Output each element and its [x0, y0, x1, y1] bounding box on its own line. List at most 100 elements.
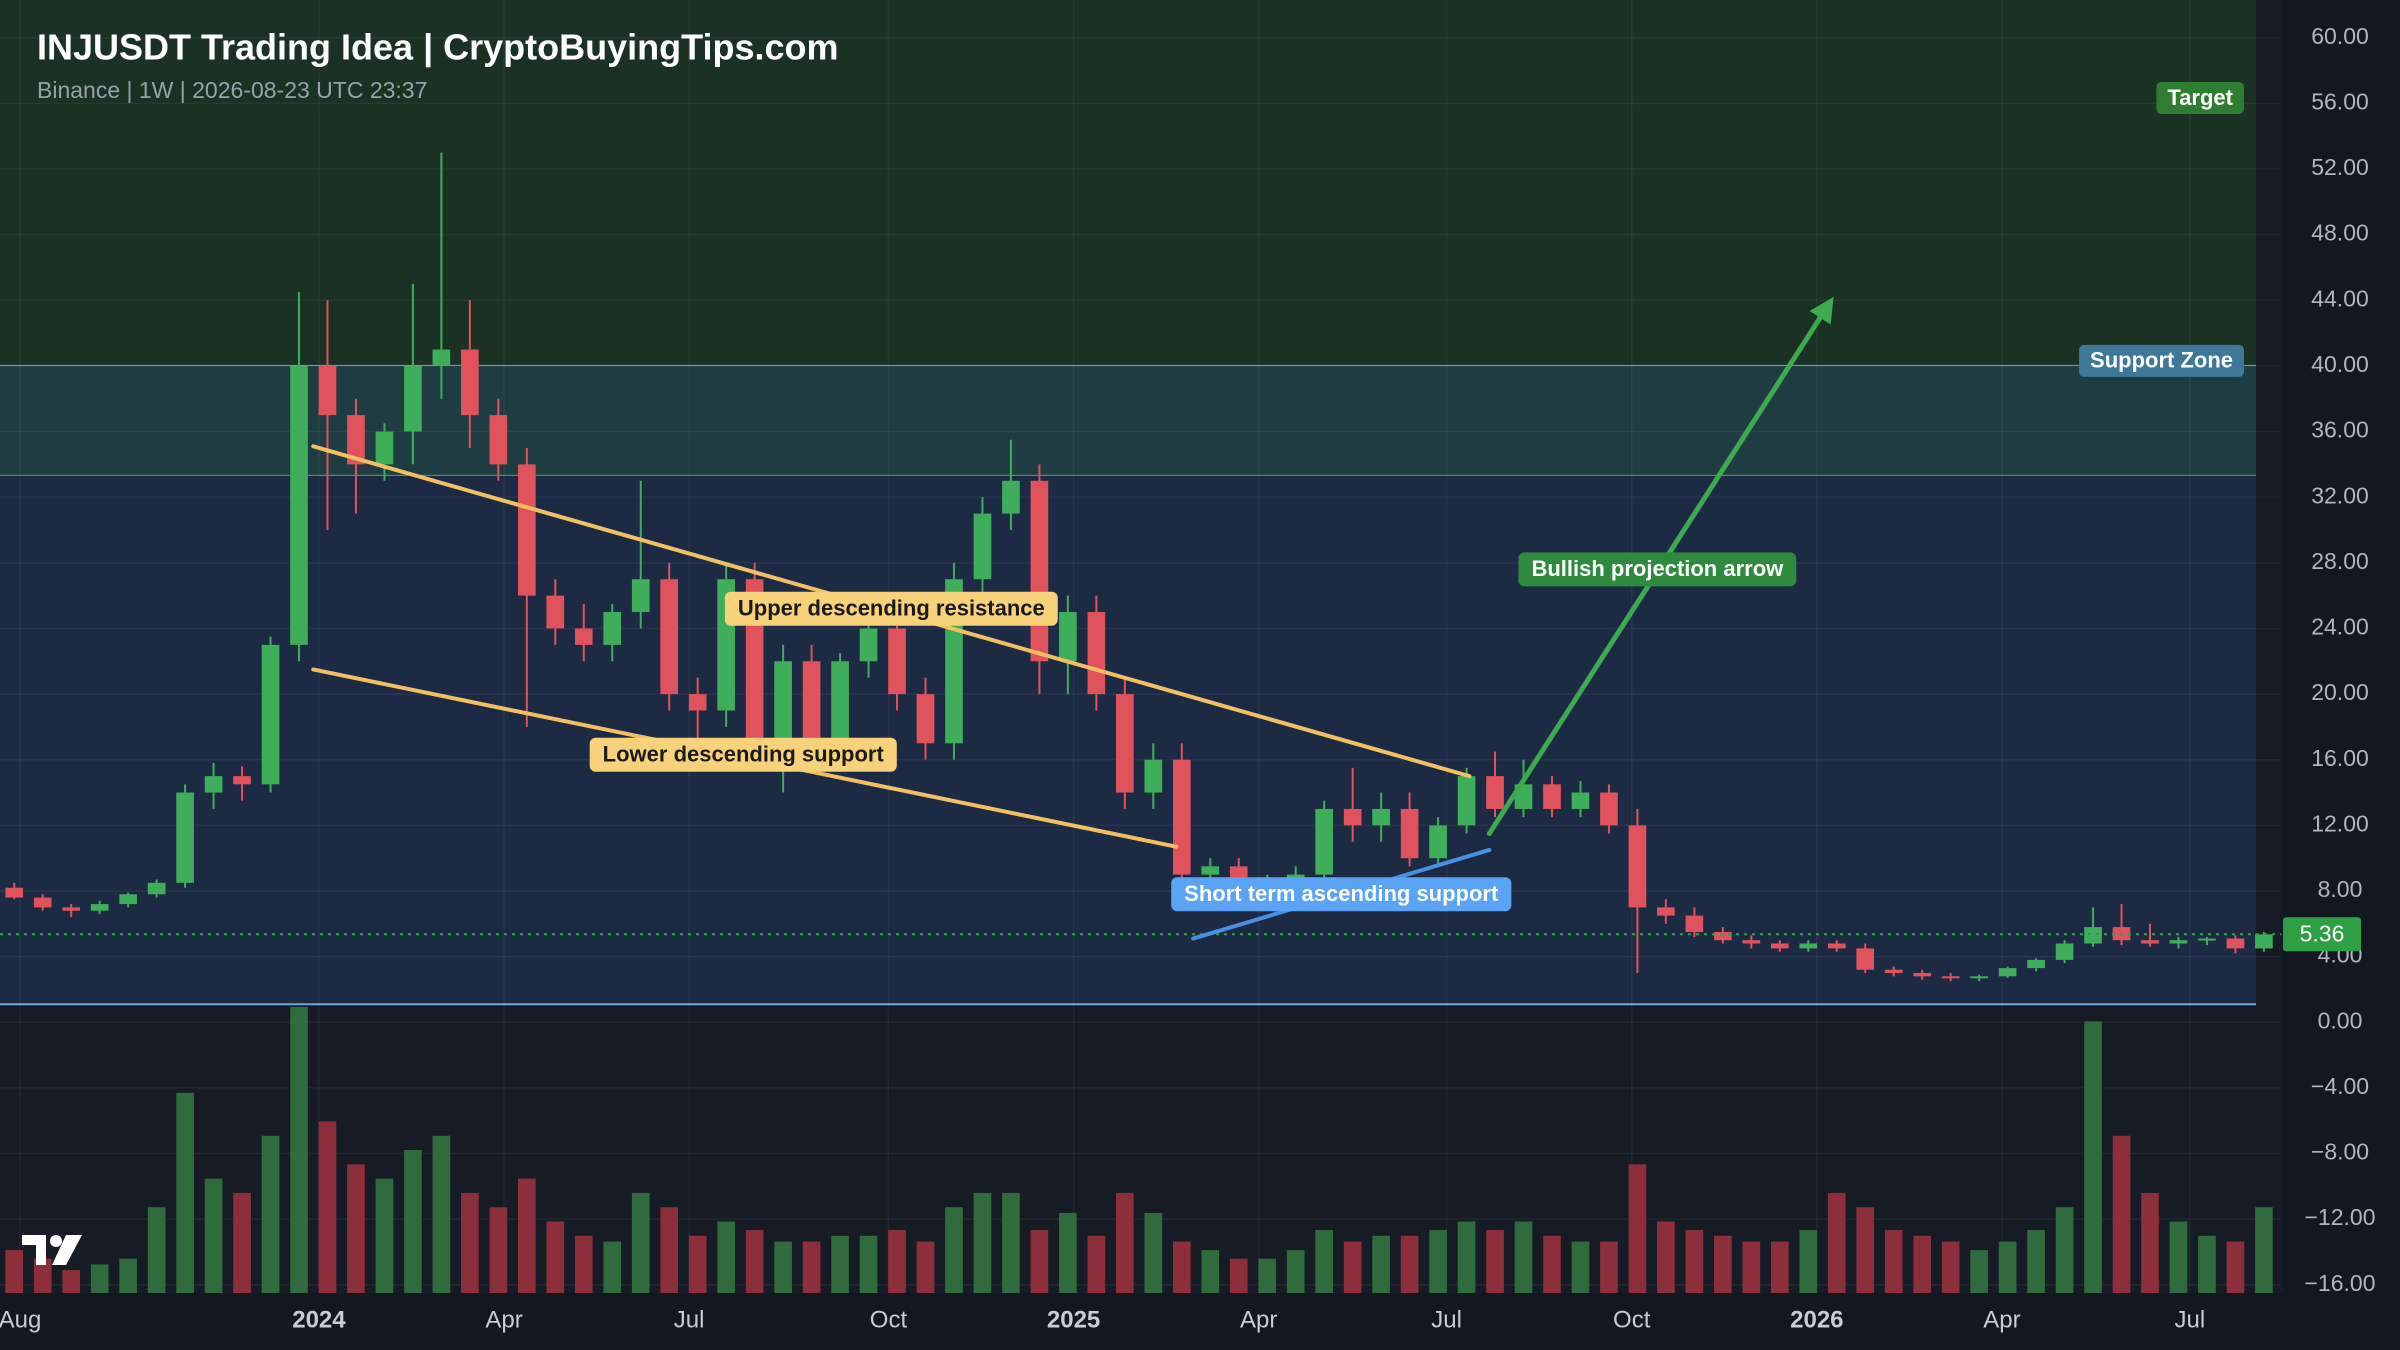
- volume-bar: [461, 1192, 479, 1293]
- volume-bar: [1600, 1241, 1618, 1293]
- candles: [0, 152, 2281, 982]
- x-tick-label: Apr: [1240, 1306, 1277, 1333]
- candle-body: [1372, 808, 1390, 826]
- candle-body: [1770, 943, 1789, 949]
- x-tick-label: Apr: [485, 1306, 522, 1333]
- volume-bar: [147, 1207, 166, 1293]
- volume-bar: [2169, 1221, 2188, 1293]
- candle-body: [2198, 938, 2216, 941]
- volume-bar: [1144, 1212, 1163, 1293]
- volume-bar: [1714, 1235, 1732, 1293]
- candle-body: [1827, 943, 1846, 949]
- candle-body: [204, 776, 223, 793]
- candle-body: [1059, 612, 1077, 662]
- y-tick-label: 32.00: [2311, 482, 2369, 508]
- annotation-label-box: [1518, 552, 1797, 587]
- volume-bar: [233, 1192, 251, 1293]
- volume-bar: [631, 1192, 650, 1293]
- tv-logo: [22, 1235, 82, 1265]
- x-tick-label: 2025: [1047, 1306, 1100, 1333]
- last-price-box: [2283, 917, 2361, 952]
- volume-bar: [1372, 1235, 1390, 1293]
- x-tick-label: Jul: [2175, 1306, 2206, 1333]
- annotation-label-box: [1171, 877, 1512, 912]
- candle-body: [888, 628, 906, 695]
- candle-body: [489, 415, 508, 465]
- candle-body: [1714, 932, 1732, 941]
- zones: [0, 0, 2256, 1006]
- candle-body: [2169, 940, 2188, 944]
- candle-body: [1941, 976, 1960, 979]
- candle-body: [1742, 940, 1761, 944]
- y-tick-label: −12.00: [2305, 1204, 2376, 1230]
- candle-body: [1172, 759, 1191, 875]
- volume-bar: [1286, 1250, 1305, 1293]
- candle-body: [1685, 915, 1704, 933]
- candle-body: [404, 365, 422, 432]
- volume-bar: [574, 1235, 593, 1293]
- y-tick-label: 20.00: [2311, 679, 2369, 705]
- candle-body: [1030, 480, 1049, 662]
- candle-body: [1315, 808, 1334, 875]
- volume-bar: [973, 1192, 992, 1293]
- candle-body: [1628, 825, 1647, 908]
- annotation-label-box: [724, 591, 1058, 626]
- volume-bar: [2084, 1021, 2102, 1293]
- volume-bar: [660, 1207, 679, 1293]
- y-tick-label: 0.00: [2318, 1007, 2363, 1033]
- candle-body: [461, 349, 479, 416]
- price-axis-panel: [2283, 0, 2400, 1350]
- candle-body: [546, 595, 565, 629]
- volume-bar: [1685, 1230, 1704, 1293]
- candle-body: [1543, 784, 1561, 809]
- volume-bar: [1799, 1230, 1818, 1293]
- y-tick-label: 52.00: [2311, 154, 2369, 180]
- zone-label: Target: [2167, 85, 2233, 110]
- volume-bar: [1087, 1235, 1106, 1293]
- candle-body: [1571, 792, 1590, 809]
- y-tick-label: 36.00: [2311, 417, 2369, 443]
- volume-bar: [603, 1241, 622, 1293]
- candle-body: [631, 579, 650, 613]
- zone-label-box: [2156, 82, 2244, 114]
- candle-body: [1457, 776, 1476, 826]
- volume-bar: [347, 1164, 365, 1293]
- candle-body: [33, 897, 52, 908]
- candle-body: [1856, 948, 1875, 970]
- candle-body: [688, 694, 707, 711]
- volume-bar: [2198, 1235, 2216, 1293]
- annotation-label: Upper descending resistance: [738, 596, 1045, 621]
- x-tick-label: Jul: [1431, 1306, 1462, 1333]
- volume-bar: [2027, 1230, 2045, 1293]
- volume: [5, 1007, 2273, 1293]
- candle-body: [5, 887, 24, 898]
- volume-bar: [2141, 1192, 2159, 1293]
- candle-body: [1144, 759, 1163, 793]
- candle-body: [1343, 808, 1362, 826]
- y-tick-label: −16.00: [2305, 1270, 2376, 1296]
- time-axis-panel: [0, 1293, 2400, 1350]
- volume-bar: [2112, 1135, 2131, 1293]
- volume-bar: [2226, 1241, 2245, 1293]
- y-tick-label: 12.00: [2311, 810, 2369, 836]
- volume-bar: [1343, 1241, 1362, 1293]
- y-tick-label: 16.00: [2311, 745, 2369, 771]
- volume-bar: [90, 1264, 109, 1293]
- candle-body: [147, 882, 166, 895]
- volume-bar: [1770, 1241, 1789, 1293]
- volume-bar: [1856, 1207, 1875, 1293]
- x-tick-label: Apr: [1983, 1306, 2020, 1333]
- candle-body: [1970, 976, 1988, 979]
- volume-bar: [62, 1270, 81, 1293]
- candle-body: [318, 365, 337, 416]
- volume-bar: [489, 1207, 508, 1293]
- volume-bar: [1486, 1230, 1504, 1293]
- candle-body: [802, 661, 821, 744]
- volume-bar: [1229, 1258, 1248, 1293]
- volume-bar: [1201, 1250, 1220, 1293]
- volume-bar: [1941, 1241, 1960, 1293]
- volume-bar: [745, 1230, 764, 1293]
- volume-bar: [204, 1178, 223, 1293]
